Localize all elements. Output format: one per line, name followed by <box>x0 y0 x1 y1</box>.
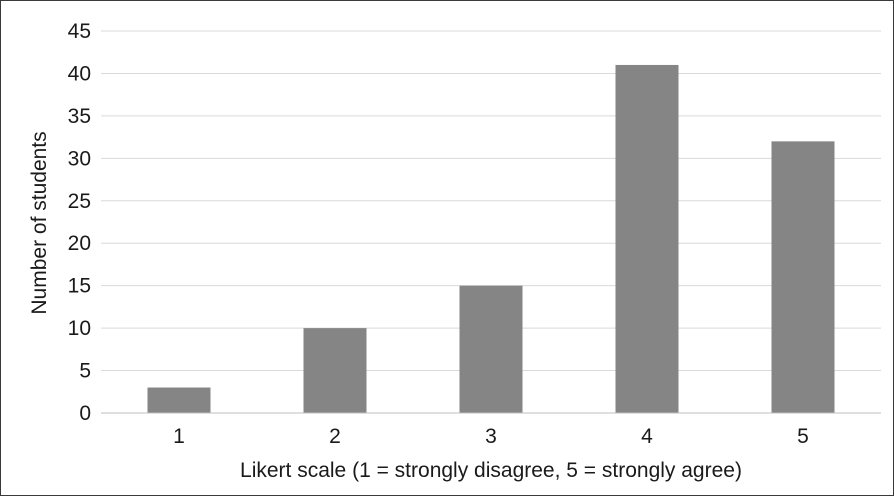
y-tick-label: 5 <box>79 360 91 383</box>
y-tick-labels: 0 5 10 15 20 25 30 35 40 45 <box>68 20 91 425</box>
y-tick-label: 45 <box>68 20 91 43</box>
bars <box>147 64 835 413</box>
y-tick-label: 40 <box>68 62 91 85</box>
x-tick-label: 2 <box>329 425 341 448</box>
x-tick-label: 5 <box>797 425 809 448</box>
y-tick-label: 10 <box>68 317 91 340</box>
bar-2 <box>303 328 367 413</box>
y-tick-label: 25 <box>68 190 91 213</box>
x-tick-label: 4 <box>641 425 653 448</box>
gridlines <box>101 30 881 372</box>
bar-3 <box>459 285 523 413</box>
x-tick-label: 1 <box>173 425 185 448</box>
x-tick-labels: 1 2 3 4 5 <box>173 425 809 448</box>
bar-5 <box>771 141 835 413</box>
y-tick-label: 20 <box>68 232 91 255</box>
bar-1 <box>147 387 211 413</box>
bar-4 <box>615 64 679 413</box>
y-tick-label: 30 <box>68 147 91 170</box>
x-tick-label: 3 <box>485 425 497 448</box>
y-tick-label: 15 <box>68 275 91 298</box>
y-tick-label: 35 <box>68 105 91 128</box>
y-axis-title: Number of students <box>28 131 51 314</box>
x-axis-title: Likert scale (1 = strongly disagree, 5 =… <box>240 459 742 482</box>
y-tick-label: 0 <box>79 402 91 425</box>
